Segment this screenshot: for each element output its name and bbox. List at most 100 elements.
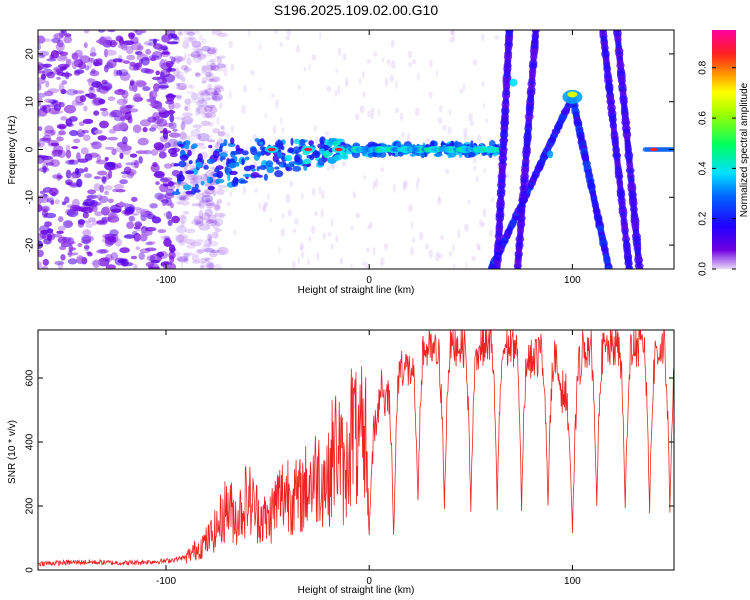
- noise-blob: [179, 196, 189, 201]
- noise-blob: [114, 238, 122, 247]
- signal-blob: [312, 150, 321, 159]
- noise-blob: [38, 35, 46, 44]
- faint-blob: [358, 78, 362, 85]
- noise-blob: [92, 259, 101, 269]
- noise-blob: [192, 54, 203, 63]
- noise-blob: [111, 149, 116, 155]
- signal-blob: [208, 144, 213, 149]
- faint-blob: [402, 181, 406, 191]
- noise-blob: [181, 112, 193, 117]
- noise-blob: [132, 230, 138, 236]
- signal-blob: [229, 170, 238, 176]
- signal-blob: [290, 137, 294, 146]
- faint-blob: [303, 66, 307, 72]
- noise-blob: [84, 244, 90, 252]
- noise-blob: [215, 63, 227, 69]
- faint-blob: [362, 91, 366, 98]
- noise-blob: [132, 85, 138, 92]
- noise-blob: [213, 204, 221, 211]
- noise-blob: [176, 255, 189, 262]
- snr-line: [38, 330, 674, 567]
- faint-blob: [365, 247, 370, 253]
- noise-blob: [144, 227, 157, 232]
- noise-blob: [175, 56, 186, 62]
- faint-blob: [312, 187, 316, 196]
- faint-blob: [262, 202, 267, 212]
- noise-blob: [210, 62, 217, 71]
- noise-blob: [38, 110, 42, 118]
- noise-blob: [104, 205, 111, 211]
- noise-blob: [198, 90, 211, 97]
- noise-blob: [195, 71, 200, 78]
- noise-blob: [182, 40, 190, 49]
- noise-blob: [63, 35, 72, 44]
- noise-blob: [120, 145, 132, 151]
- noise-blob: [38, 142, 41, 147]
- noise-blob: [182, 252, 194, 256]
- faint-blob: [316, 251, 320, 261]
- signal-blob: [275, 140, 284, 148]
- faint-blob: [414, 107, 420, 117]
- noise-blob: [106, 136, 118, 141]
- faint-blob: [436, 69, 438, 78]
- noise-blob: [143, 41, 152, 46]
- faint-blob: [241, 105, 246, 114]
- faint-blob: [372, 246, 376, 256]
- noise-blob: [39, 194, 50, 200]
- signal-blob: [308, 140, 314, 146]
- noise-blob: [204, 209, 213, 217]
- noise-blob: [157, 81, 169, 90]
- noise-blob: [167, 180, 174, 187]
- faint-blob: [318, 185, 322, 196]
- faint-blob: [281, 213, 285, 219]
- noise-blob: [220, 249, 226, 255]
- noise-blob: [181, 116, 194, 125]
- noise-blob: [192, 260, 200, 264]
- y-tick-label: 0: [25, 567, 36, 573]
- noise-blob: [76, 102, 85, 106]
- noise-blob: [164, 236, 170, 240]
- y-tick-label: 0: [25, 146, 36, 152]
- noise-blob: [108, 128, 117, 134]
- noise-blob: [211, 91, 219, 95]
- signal-blob: [178, 160, 187, 168]
- noise-blob: [42, 258, 49, 266]
- faint-blob: [294, 218, 299, 225]
- faint-blob: [435, 251, 440, 262]
- noise-blob: [177, 82, 188, 91]
- noise-blob: [56, 136, 64, 142]
- noise-blob: [97, 30, 106, 33]
- noise-blob: [157, 107, 166, 113]
- signal-blob: [182, 141, 186, 146]
- faint-blob: [469, 120, 475, 126]
- noise-blob: [208, 235, 213, 245]
- faint-blob: [471, 255, 476, 261]
- noise-blob: [195, 48, 204, 57]
- snr-y-axis-label: SNR (10 * v/v): [7, 420, 18, 484]
- noise-blob: [103, 185, 113, 191]
- signal-blob: [171, 191, 181, 196]
- faint-blob: [442, 124, 447, 131]
- faint-blob: [363, 175, 366, 180]
- noise-blob: [142, 86, 151, 92]
- noise-blob: [183, 36, 195, 41]
- noise-blob: [91, 220, 98, 226]
- noise-blob: [214, 56, 219, 60]
- noise-blob: [81, 235, 92, 244]
- noise-blob: [41, 105, 48, 110]
- colorbar-tick-label: 0.2: [698, 211, 709, 225]
- noise-blob: [207, 214, 217, 224]
- signal-blob: [175, 188, 180, 193]
- faint-blob: [297, 85, 301, 90]
- noise-blob: [69, 159, 75, 163]
- signal-blob: [173, 163, 180, 167]
- faint-blob: [459, 88, 464, 94]
- faint-blob: [395, 107, 399, 114]
- noise-blob: [207, 139, 216, 143]
- noise-blob: [39, 230, 48, 239]
- faint-blob: [286, 30, 292, 37]
- noise-blob: [73, 138, 81, 144]
- faint-blob: [223, 66, 228, 77]
- noise-blob: [72, 90, 85, 94]
- signal-blob: [318, 147, 325, 155]
